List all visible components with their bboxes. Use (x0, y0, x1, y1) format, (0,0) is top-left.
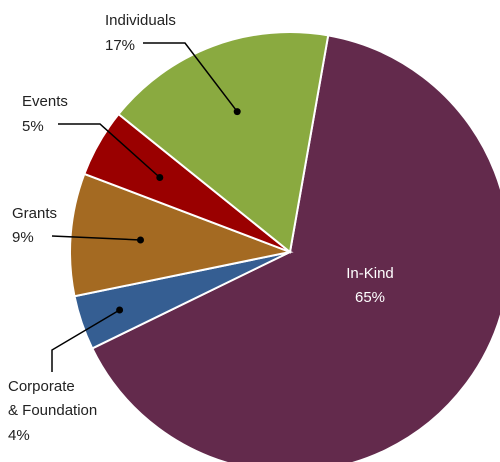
pie-slices (68, 31, 500, 462)
pct-in-kind: 65% (355, 289, 385, 306)
label-individuals: Individuals (105, 12, 176, 29)
label-events: Events (22, 93, 68, 110)
pct-events: 5% (22, 118, 44, 135)
label-foundation: & Foundation (8, 402, 97, 419)
leader-dot-individuals (233, 108, 241, 116)
leader-dot-grants (137, 236, 144, 244)
pie-slice-grants (68, 172, 294, 298)
leader-line-corporate (51, 309, 120, 372)
label-grants: Grants (12, 205, 57, 222)
leader-line-individuals (143, 42, 238, 113)
label-in-kind: In-Kind (346, 265, 394, 282)
pct-individuals: 17% (105, 37, 135, 54)
leader-dot-events (156, 174, 164, 181)
pie-slice-individuals (117, 31, 330, 254)
pie-slice-in-kind (90, 34, 500, 462)
label-corporate: Corporate (8, 378, 75, 395)
leader-line-events (58, 123, 161, 179)
leader-line-grants (51, 235, 141, 241)
pct-corporate-foundation: 4% (8, 427, 30, 444)
pct-grants: 9% (12, 229, 34, 246)
leader-dot-corporate (116, 306, 124, 314)
leader-lines (51, 42, 241, 372)
